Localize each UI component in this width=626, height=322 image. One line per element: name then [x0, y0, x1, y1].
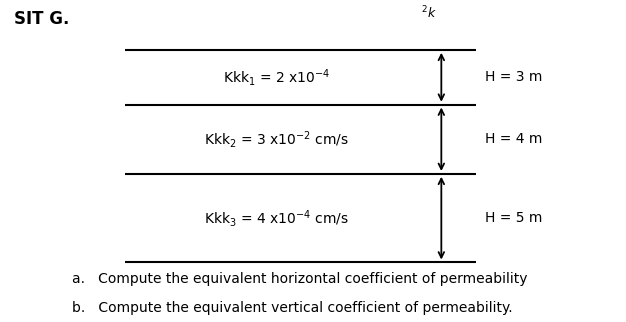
Text: $^{2}k$: $^{2}k$: [421, 5, 437, 22]
Text: H = 4 m: H = 4 m: [485, 132, 543, 146]
Text: b.   Compute the equivalent vertical coefficient of permeability.: b. Compute the equivalent vertical coeff…: [72, 301, 513, 315]
Text: Kkk$_1$ = 2 x10$^{-4}$: Kkk$_1$ = 2 x10$^{-4}$: [223, 67, 331, 88]
Text: SIT G.: SIT G.: [14, 10, 69, 28]
Text: a.   Compute the equivalent horizontal coefficient of permeability: a. Compute the equivalent horizontal coe…: [72, 272, 528, 286]
Text: H = 5 m: H = 5 m: [485, 211, 543, 225]
Text: H = 3 m: H = 3 m: [485, 70, 543, 84]
Text: Kkk$_3$ = 4 x10$^{-4}$ cm/s: Kkk$_3$ = 4 x10$^{-4}$ cm/s: [205, 208, 349, 229]
Text: Kkk$_2$ = 3 x10$^{-2}$ cm/s: Kkk$_2$ = 3 x10$^{-2}$ cm/s: [205, 129, 349, 150]
